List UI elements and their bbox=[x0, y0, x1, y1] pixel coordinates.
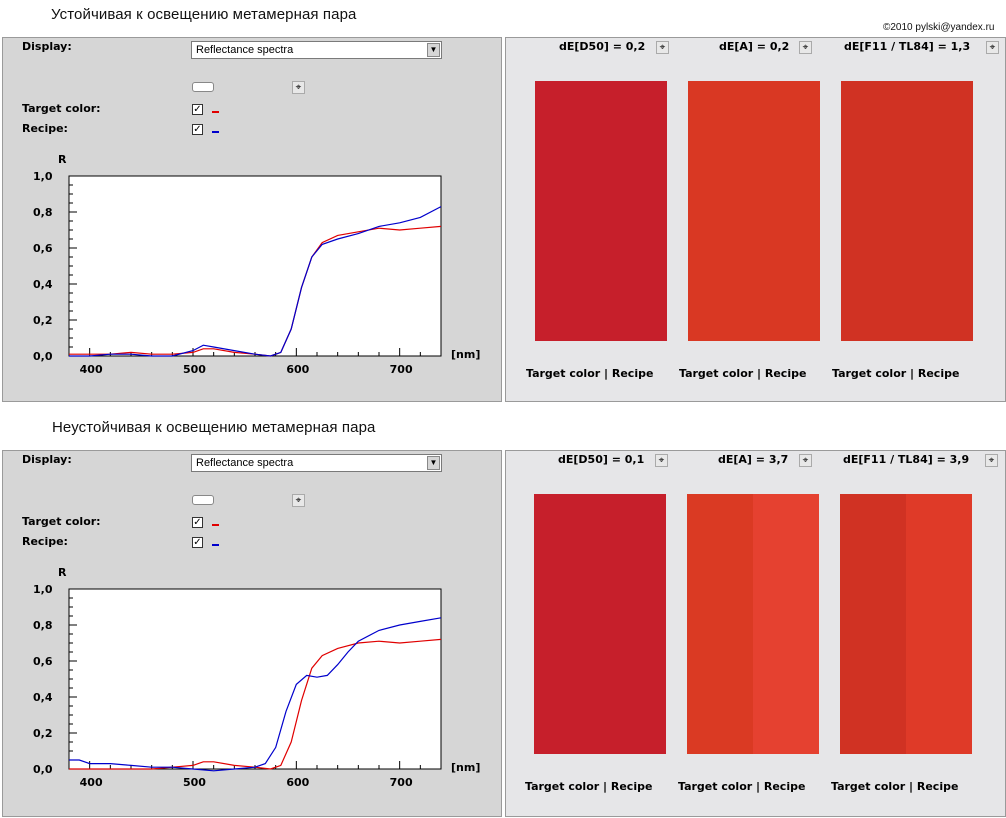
target-half bbox=[840, 494, 906, 754]
chevron-down-icon[interactable]: ▼ bbox=[427, 43, 440, 57]
target-color-label: Target color: bbox=[22, 515, 101, 528]
target-color-series-line bbox=[69, 638, 442, 770]
x-tick-label: 500 bbox=[183, 776, 206, 788]
section-heading: Неустойчивая к освещению метамерная пара bbox=[52, 419, 376, 436]
target-half bbox=[687, 494, 753, 754]
swatch-caption: Target color | Recipe bbox=[831, 780, 959, 793]
crosshair-icon[interactable]: ⌖ bbox=[292, 494, 305, 507]
display-label: Display: bbox=[22, 40, 72, 53]
y-tick-label: 0,0 bbox=[33, 763, 53, 776]
copyright-text: ©2010 pylski@yandex.ru bbox=[883, 22, 995, 33]
chevron-down-icon[interactable]: ▼ bbox=[427, 456, 440, 470]
delta-e-label: dE[D50] = 0,2 bbox=[559, 40, 646, 53]
color-swatch bbox=[534, 494, 666, 754]
plot-area bbox=[68, 588, 442, 770]
y-tick-label: 0,4 bbox=[33, 691, 53, 704]
swatch-caption: Target color | Recipe bbox=[526, 367, 654, 380]
y-tick-label: 1,0 bbox=[33, 170, 53, 183]
crosshair-icon[interactable]: ⌖ bbox=[799, 454, 812, 467]
display-select[interactable]: Reflectance spectra ▼ bbox=[191, 41, 442, 59]
recipe-legend-dash bbox=[212, 131, 219, 133]
recipe-half bbox=[907, 81, 973, 341]
display-select-value: Reflectance spectra bbox=[196, 44, 294, 56]
display-select[interactable]: Reflectance spectra ▼ bbox=[191, 454, 442, 472]
y-tick-label: 1,0 bbox=[33, 583, 53, 596]
recipe-legend-dash bbox=[212, 544, 219, 546]
crosshair-icon[interactable]: ⌖ bbox=[799, 41, 812, 54]
y-tick-label: 0,8 bbox=[33, 206, 53, 219]
display-select-value: Reflectance spectra bbox=[196, 457, 294, 469]
x-axis-label: [nm] bbox=[451, 348, 480, 361]
delta-e-label: dE[D50] = 0,1 bbox=[558, 453, 645, 466]
color-swatch bbox=[687, 494, 819, 754]
swatch-caption: Target color | Recipe bbox=[832, 367, 960, 380]
crosshair-icon[interactable]: ⌖ bbox=[985, 454, 998, 467]
delta-e-label: dE[A] = 3,7 bbox=[718, 453, 789, 466]
y-tick-label: 0,6 bbox=[33, 242, 53, 255]
crosshair-icon[interactable]: ⌖ bbox=[986, 41, 999, 54]
swatch-caption: Target color | Recipe bbox=[678, 780, 806, 793]
y-tick-label: 0,8 bbox=[33, 619, 53, 632]
x-tick-label: 400 bbox=[80, 776, 103, 788]
target-half bbox=[534, 494, 600, 754]
delta-e-label: dE[A] = 0,2 bbox=[719, 40, 790, 53]
y-tick-label: 0,0 bbox=[33, 350, 53, 363]
x-tick-label: 600 bbox=[286, 776, 309, 788]
y-tick-label: 0,2 bbox=[33, 727, 53, 740]
display-label: Display: bbox=[22, 453, 72, 466]
background-color-button[interactable] bbox=[192, 495, 214, 505]
x-axis-label: [nm] bbox=[451, 761, 480, 774]
target-legend-dash bbox=[212, 111, 219, 113]
plot-area bbox=[68, 175, 442, 357]
recipe-checkbox[interactable]: ✓ bbox=[192, 537, 203, 548]
target-half bbox=[841, 81, 907, 341]
reflectance-chart: R [nm] 0,0 0,2 0,4 0,6 0,8 1,0 400 500 600 700 bbox=[33, 566, 480, 788]
recipe-half bbox=[601, 81, 667, 341]
color-swatch bbox=[535, 81, 667, 341]
background-color-button[interactable] bbox=[192, 82, 214, 92]
recipe-half bbox=[906, 494, 972, 754]
recipe-label: Recipe: bbox=[22, 535, 68, 548]
reflectance-chart: R [nm] 0,0 0,2 0,4 0,6 0,8 1,0 400 500 600 700 bbox=[33, 153, 480, 375]
recipe-label: Recipe: bbox=[22, 122, 68, 135]
y-tick-label: 0,2 bbox=[33, 314, 53, 327]
target-color-label: Target color: bbox=[22, 102, 101, 115]
recipe-series-line bbox=[69, 617, 442, 772]
target-color-checkbox[interactable]: ✓ bbox=[192, 104, 203, 115]
crosshair-icon[interactable]: ⌖ bbox=[292, 81, 305, 94]
x-tick-label: 700 bbox=[390, 363, 413, 375]
delta-e-label: dE[F11 / TL84] = 3,9 bbox=[843, 453, 970, 466]
x-tick-label: 400 bbox=[80, 363, 103, 375]
target-half bbox=[535, 81, 601, 341]
color-swatch bbox=[688, 81, 820, 341]
target-color-checkbox[interactable]: ✓ bbox=[192, 517, 203, 528]
recipe-series-line bbox=[69, 206, 442, 357]
crosshair-icon[interactable]: ⌖ bbox=[655, 454, 668, 467]
x-tick-label: 500 bbox=[183, 363, 206, 375]
color-swatch bbox=[841, 81, 973, 341]
section-heading: Устойчивая к освещению метамерная пара bbox=[51, 6, 357, 23]
crosshair-icon[interactable]: ⌖ bbox=[656, 41, 669, 54]
recipe-half bbox=[754, 81, 820, 341]
x-tick-label: 600 bbox=[286, 363, 309, 375]
swatch-caption: Target color | Recipe bbox=[679, 367, 807, 380]
recipe-half bbox=[753, 494, 819, 754]
delta-e-label: dE[F11 / TL84] = 1,3 bbox=[844, 40, 971, 53]
target-half bbox=[688, 81, 754, 341]
y-axis-label: R bbox=[58, 153, 67, 166]
y-tick-label: 0,4 bbox=[33, 278, 53, 291]
recipe-half bbox=[600, 494, 666, 754]
swatch-caption: Target color | Recipe bbox=[525, 780, 653, 793]
y-tick-label: 0,6 bbox=[33, 655, 53, 668]
target-legend-dash bbox=[212, 524, 219, 526]
color-swatch bbox=[840, 494, 972, 754]
x-tick-label: 700 bbox=[390, 776, 413, 788]
recipe-checkbox[interactable]: ✓ bbox=[192, 124, 203, 135]
y-axis-label: R bbox=[58, 566, 67, 579]
